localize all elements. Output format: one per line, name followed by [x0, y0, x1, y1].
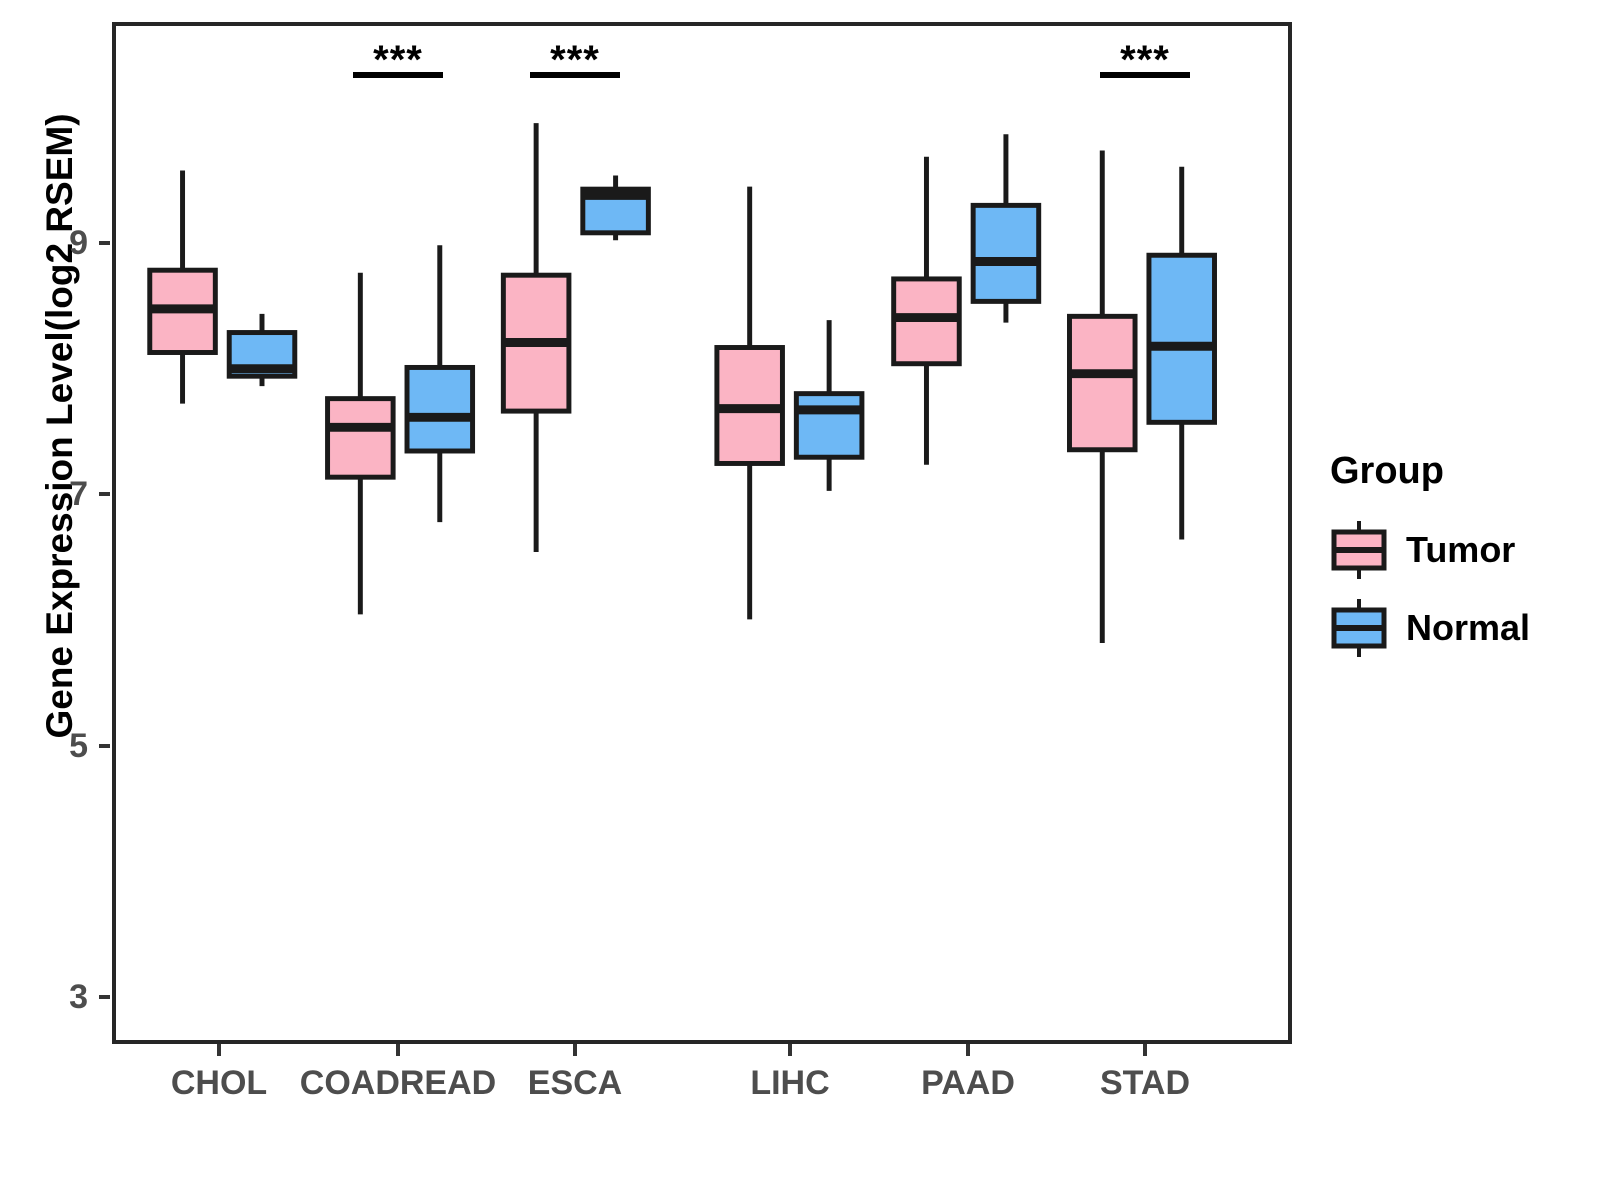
legend: Group Tumor Normal [1330, 452, 1580, 670]
x-tick-mark [396, 1044, 400, 1056]
y-axis-title: Gene Expression Level(log2 RSEM) [39, 113, 80, 739]
significance-bar [1100, 72, 1190, 78]
x-tick-label-coadread: COADREAD [299, 1064, 497, 1102]
y-tick-label: 3 [69, 978, 88, 1016]
legend-item-normal[interactable]: Normal [1330, 592, 1580, 664]
boxplot-box [500, 123, 572, 552]
y-tick-mark [99, 241, 110, 245]
boxplot-box [147, 170, 218, 404]
boxplot-box [404, 245, 476, 523]
x-tick-label-esca: ESCA [527, 1064, 623, 1102]
boxplot-box [970, 134, 1042, 323]
boxplot-box [226, 313, 298, 387]
legend-key-normal [1330, 597, 1388, 659]
y-tick-mark [99, 743, 110, 748]
x-tick-mark [1143, 1044, 1147, 1056]
x-tick-mark [788, 1044, 792, 1056]
legend-key-tumor [1330, 519, 1388, 581]
significance-stars: *** [550, 38, 600, 82]
x-tick-label-lihc: LIHC [750, 1064, 830, 1102]
boxplot-box [714, 186, 785, 620]
legend-item-tumor[interactable]: Tumor [1330, 514, 1580, 586]
boxplot-layer [147, 123, 1217, 644]
significance-stars: *** [1120, 38, 1170, 82]
legend-label-tumor: Tumor [1406, 529, 1516, 570]
x-tick-mark [573, 1044, 577, 1056]
y-tick-label: 5 [69, 726, 88, 765]
x-tick-label-paad: PAAD [921, 1064, 1015, 1102]
x-tick-label-stad: STAD [1099, 1064, 1191, 1102]
legend-title: Group [1330, 450, 1444, 492]
legend-label-normal: Normal [1406, 607, 1531, 648]
boxplot-box [891, 156, 962, 465]
y-tick-label: 7 [69, 475, 88, 514]
boxplot-box [1067, 150, 1138, 644]
significance-bar [353, 72, 443, 78]
y-tick-mark [99, 995, 110, 999]
plot-panel [112, 22, 1292, 1044]
y-tick-label: 9 [69, 224, 88, 262]
x-tick-mark [217, 1044, 221, 1056]
significance-bar [530, 72, 620, 78]
boxplot-box [325, 272, 396, 615]
y-tick-mark [99, 492, 110, 497]
boxplot-box [793, 320, 865, 491]
significance-stars: *** [373, 38, 423, 82]
x-tick-label-chol: CHOL [170, 1064, 268, 1102]
x-tick-mark [966, 1044, 970, 1056]
boxplot-box [580, 175, 651, 241]
boxplot-box [1146, 166, 1217, 540]
